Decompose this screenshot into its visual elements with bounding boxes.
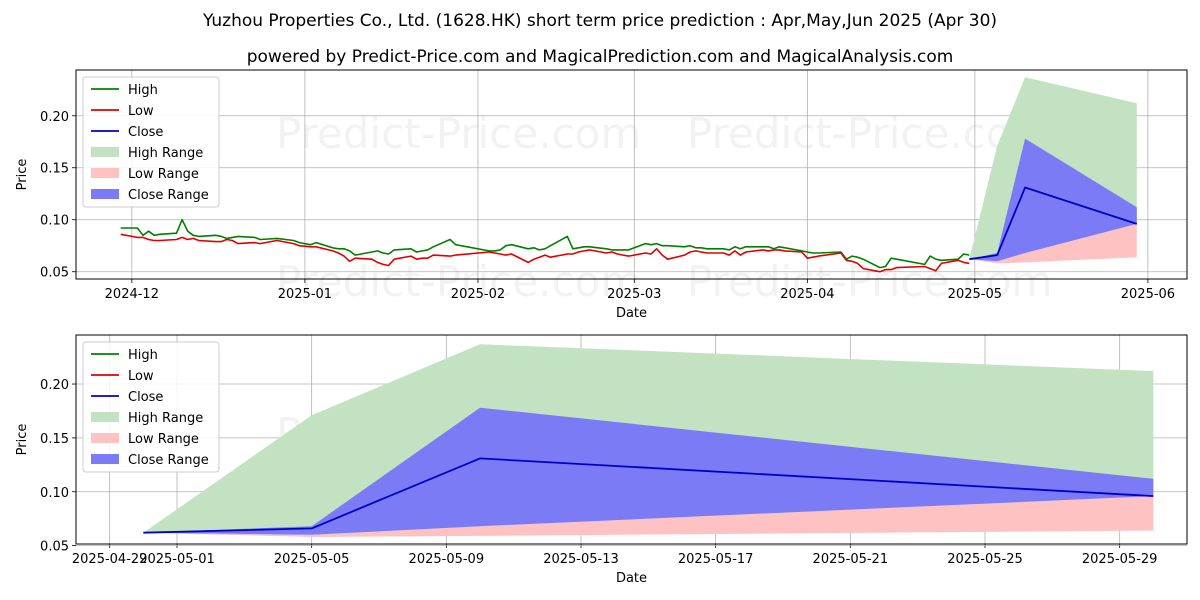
y-tick-label: 0.15 xyxy=(40,432,69,447)
legend-label: High Range xyxy=(128,146,203,161)
y-tick-label: 0.10 xyxy=(40,214,69,229)
legend-label: High xyxy=(128,348,158,363)
legend-swatch-patch xyxy=(91,412,119,422)
legend-label: Close xyxy=(128,390,163,405)
legend-label: Low xyxy=(128,369,154,384)
x-tick-label: 2025-05-29 xyxy=(1082,552,1158,567)
chart-subtitle: powered by Predict-Price.com and Magical… xyxy=(247,47,954,67)
y-axis-label: Price xyxy=(15,424,30,456)
legend-label: Close Range xyxy=(128,188,209,203)
legend-swatch-patch xyxy=(91,168,119,178)
x-tick-label: 2025-05-25 xyxy=(947,552,1023,567)
y-tick-label: 0.05 xyxy=(40,540,69,555)
y-tick-label: 0.15 xyxy=(40,162,69,177)
legend-swatch-patch xyxy=(91,454,119,464)
bottom-panel: Predict-Price.comPredict-Price.com2025-0… xyxy=(15,334,1188,586)
x-tick-label: 2025-02 xyxy=(451,287,505,302)
x-tick-label: 2025-05-01 xyxy=(139,552,215,567)
legend-label: High xyxy=(128,83,158,98)
legend-swatch-patch xyxy=(91,189,119,199)
legend-label: Close xyxy=(128,125,163,140)
x-tick-label: 2025-05-17 xyxy=(678,552,754,567)
close-range-band xyxy=(969,138,1137,262)
x-axis-label: Date xyxy=(616,571,647,586)
legend-label: High Range xyxy=(128,411,203,426)
chart-title: Yuzhou Properties Co., Ltd. (1628.HK) sh… xyxy=(202,11,997,31)
low-range-band xyxy=(969,223,1137,264)
x-tick-label: 2025-04 xyxy=(780,287,834,302)
low-range-band xyxy=(143,496,1154,537)
x-axis-label: Date xyxy=(616,306,647,321)
legend-label: Close Range xyxy=(128,453,209,468)
x-tick-label: 2025-06 xyxy=(1121,287,1175,302)
y-tick-label: 0.10 xyxy=(40,486,69,501)
x-tick-label: 2024-12 xyxy=(105,287,159,302)
watermark-text: Predict-Price.com xyxy=(687,109,1052,158)
x-tick-label: 2025-05-21 xyxy=(813,552,889,567)
close-series-line xyxy=(969,186,1138,261)
x-tick-label: 2025-05-09 xyxy=(409,552,485,567)
legend-swatch-patch xyxy=(91,147,119,157)
watermark-text: Predict-Price.com xyxy=(687,257,1052,306)
watermark-text: Predict-Price.com xyxy=(276,109,641,158)
top-panel: Predict-Price.com Predict-Price.com Predic… xyxy=(15,69,1188,321)
x-tick-label: 2025-03 xyxy=(607,287,661,302)
plot-frame xyxy=(75,69,1188,280)
close-series-line xyxy=(143,457,1154,534)
low-series-line xyxy=(120,233,970,273)
x-tick-label: 2025-01 xyxy=(278,287,332,302)
high-series-line xyxy=(120,218,970,269)
x-tick-label: 2025-05 xyxy=(948,287,1002,302)
x-tick-label: 2025-05-05 xyxy=(274,552,350,567)
legend-label: Low xyxy=(128,104,154,119)
legend-label: Low Range xyxy=(128,167,199,182)
y-tick-label: 0.20 xyxy=(40,378,69,393)
watermark-text: Predict-Price.com xyxy=(276,257,641,306)
y-tick-label: 0.20 xyxy=(40,110,69,125)
x-tick-label: 2025-04-29 xyxy=(72,552,148,567)
close-range-band xyxy=(143,407,1154,535)
legend-swatch-patch xyxy=(91,433,119,443)
legend-label: Low Range xyxy=(128,432,199,447)
x-tick-label: 2025-05-13 xyxy=(543,552,619,567)
y-axis-label: Price xyxy=(15,159,30,191)
plot-frame xyxy=(75,334,1188,545)
y-tick-label: 0.05 xyxy=(40,266,69,281)
